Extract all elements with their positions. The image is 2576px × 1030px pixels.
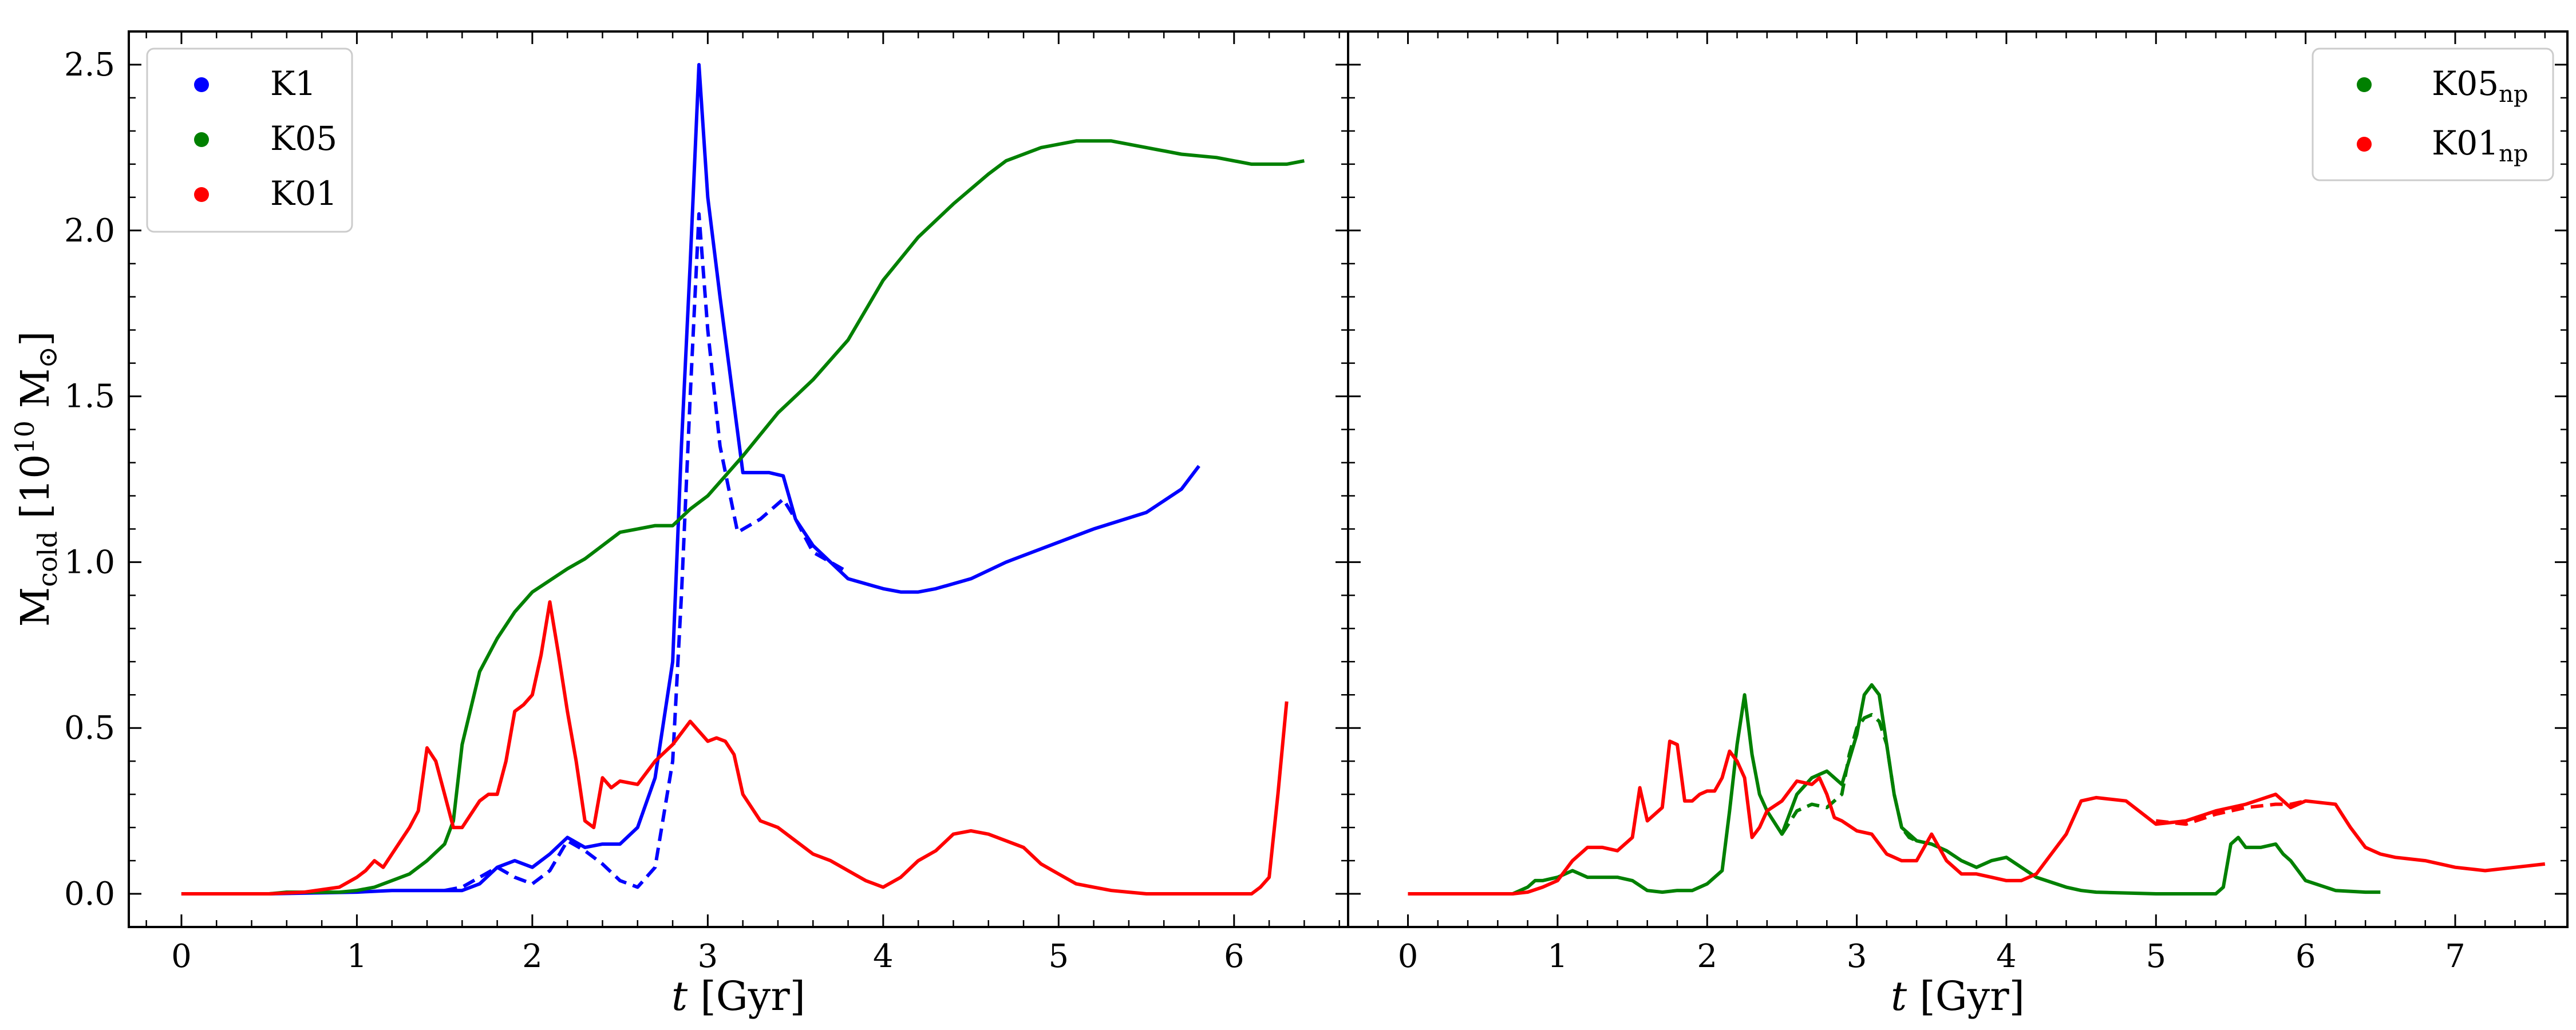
y-axis-label: Mcold [1010 M⊙] [9, 331, 63, 627]
right-plot-frame [1347, 30, 2569, 928]
legend-marker-k05 [194, 132, 209, 147]
left-series-k05 [181, 139, 1305, 896]
right-axis-ticks: 0 1 2 3 4 5 6 7 [1347, 31, 2567, 975]
right-legend-box [2312, 47, 2554, 181]
left-series-k1-dashed [444, 212, 849, 893]
x-tick-label: 1 [347, 938, 368, 975]
left-legend: K1 K05 K01 [146, 47, 353, 233]
y-tick-label: 0.5 [64, 710, 115, 747]
left-series-k01 [181, 600, 1289, 896]
right-panel: 0 1 2 3 4 5 6 7 K05np K01np t [Gyr] [1347, 30, 2569, 1020]
right-series [1408, 683, 2546, 896]
left-panel: 0 1 2 3 4 5 6 0.0 0.5 1.0 1.5 2.0 2.5 K1 K05 K01 t [… [9, 30, 1349, 1020]
y-tick-label: 1.5 [64, 378, 115, 415]
legend-marker-k01 [194, 187, 209, 202]
left-legend-box [146, 47, 353, 233]
y-tick-label: 1.0 [64, 544, 115, 581]
right-legend: K05np K01np [2312, 47, 2554, 181]
x-tick-label: 4 [1996, 938, 2017, 975]
x-tick-label: 6 [2296, 938, 2316, 975]
legend-label-k1: K1 [270, 64, 316, 103]
right-x-axis-label: t [Gyr] [1891, 973, 2025, 1020]
x-tick-label: 3 [698, 938, 718, 975]
x-tick-label: 6 [1224, 938, 1244, 975]
left-series [181, 63, 1305, 896]
legend-label-k05: K05 [270, 119, 337, 158]
legend-marker-k05np [2357, 77, 2372, 92]
left-axis-ticks: 0 1 2 3 4 5 6 0.0 0.5 1.0 1.5 2.0 2.5 [64, 31, 1348, 975]
legend-label-k05np: K05np [2432, 64, 2528, 108]
left-series-k1 [181, 63, 1200, 896]
x-tick-label: 5 [2146, 938, 2166, 975]
x-tick-label: 7 [2445, 938, 2466, 975]
x-tick-label: 2 [522, 938, 543, 975]
x-tick-label: 0 [1398, 938, 1419, 975]
x-tick-label: 1 [1547, 938, 1568, 975]
x-tick-label: 3 [1847, 938, 1867, 975]
right-series-k01np-dashed [2155, 799, 2306, 826]
legend-label-k01: K01 [270, 174, 337, 213]
y-tick-label: 0.0 [64, 876, 115, 913]
right-series-k05np [1408, 683, 2381, 896]
x-tick-label: 2 [1697, 938, 1717, 975]
left-x-axis-label: t [Gyr] [671, 973, 805, 1020]
legend-marker-k1 [194, 77, 209, 92]
right-series-k01np [1408, 739, 2546, 896]
x-tick-label: 4 [873, 938, 894, 975]
legend-marker-k01np [2357, 137, 2372, 152]
y-tick-label: 2.0 [64, 212, 115, 249]
x-tick-label: 0 [171, 938, 192, 975]
legend-label-k01np: K01np [2432, 124, 2528, 167]
right-series-k05np-dashed [1780, 713, 1918, 843]
y-tick-label: 2.5 [64, 46, 115, 84]
x-tick-label: 5 [1048, 938, 1069, 975]
